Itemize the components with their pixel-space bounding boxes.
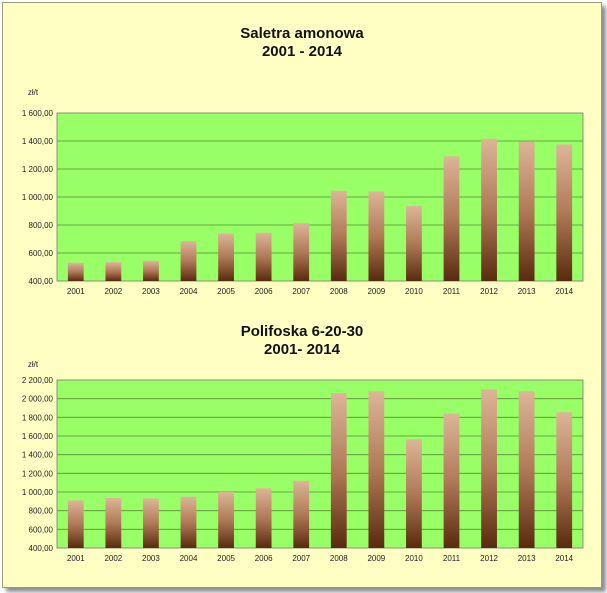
bar-2010 (406, 206, 422, 281)
bar-2013 (518, 141, 535, 281)
bar-2009 (368, 191, 385, 281)
y-tick-label: 1 600,00 (22, 432, 54, 441)
bar-2005 (218, 492, 234, 548)
chart-2-subtitle: 2001- 2014 (264, 341, 340, 358)
bar-2012 (481, 389, 497, 548)
x-tick-label: 2005 (217, 287, 235, 296)
bar-2014 (556, 144, 573, 281)
bar-2005 (218, 233, 234, 281)
bar-2003 (143, 498, 159, 548)
x-tick-label: 2008 (330, 287, 348, 296)
x-tick-label: 2011 (443, 554, 461, 563)
chart-saletra: 400,00 600,00 800,00 1 000,00 1 200,00 1 400,… (22, 88, 584, 296)
bar-2011 (443, 413, 460, 548)
bar-2002 (105, 262, 122, 281)
x-tick-label: 2004 (180, 554, 198, 563)
bar-2004 (180, 496, 197, 548)
chart-polifoska: 400,00 600,00 800,00 1 000,00 1 200,00 1 400,… (22, 360, 584, 563)
x-tick-label: 2002 (104, 287, 122, 296)
chart-panel: Saletra amonowa 2001 - 2014 Polifoska 6-… (2, 2, 602, 588)
bar-2008 (330, 393, 347, 548)
x-tick-label: 2009 (367, 287, 385, 296)
bar-2012 (481, 138, 497, 281)
bar-2002 (105, 498, 122, 548)
chart-2-title: Polifoska 6-20-30 (240, 323, 364, 340)
x-tick-label: 2012 (480, 287, 498, 296)
chart-1-title: Saletra amonowa (240, 25, 364, 42)
y-tick-label: 800,00 (29, 507, 54, 516)
x-tick-label: 2008 (330, 554, 348, 563)
plot-area (56, 379, 584, 549)
bar-2010 (406, 439, 422, 548)
bar-2001 (67, 262, 84, 281)
bar-2006 (255, 232, 272, 281)
x-tick-label: 2013 (518, 287, 536, 296)
charts-svg: 400,00 600,00 800,00 1 000,00 1 200,00 1 400,… (22, 88, 584, 563)
x-tick-label: 2006 (255, 287, 273, 296)
x-tick-label: 2010 (405, 554, 423, 563)
y-tick-label: 600,00 (29, 525, 54, 534)
y-tick-label: 1 200,00 (22, 469, 54, 478)
y-tick-label: 600,00 (29, 249, 54, 258)
x-tick-label: 2011 (443, 287, 461, 296)
y-tick-label: 2 000,00 (22, 395, 54, 404)
bar-2003 (143, 260, 159, 281)
bar-2011 (443, 156, 460, 281)
x-tick-label: 2003 (142, 554, 160, 563)
y-tick-label: 1 000,00 (22, 193, 54, 202)
x-tick-label: 2014 (555, 554, 573, 563)
y-tick-label: 2 200,00 (22, 376, 54, 385)
x-tick-label: 2002 (104, 554, 122, 563)
x-tick-label: 2004 (180, 287, 198, 296)
chart-1-title-block: Saletra amonowa 2001 - 2014 (3, 25, 601, 61)
x-tick-label: 2012 (480, 554, 498, 563)
y-tick-label: 800,00 (29, 221, 54, 230)
bar-2004 (180, 241, 197, 281)
chart-1-subtitle: 2001 - 2014 (261, 43, 343, 60)
y-tick-label: 1 000,00 (22, 488, 54, 497)
bar-2007 (293, 222, 310, 281)
y-tick-label: 1 400,00 (22, 137, 54, 146)
unit-label: zł/t (28, 88, 39, 97)
x-tick-label: 2010 (405, 287, 423, 296)
x-tick-label: 2007 (292, 287, 310, 296)
x-tick-label: 2005 (217, 554, 235, 563)
bar-2007 (293, 480, 310, 548)
x-tick-label: 2001 (67, 554, 85, 563)
x-tick-label: 2014 (555, 287, 573, 296)
x-tick-label: 2013 (518, 554, 536, 563)
bar-2009 (368, 391, 385, 548)
y-tick-label: 400,00 (29, 544, 54, 553)
y-tick-label: 400,00 (29, 277, 54, 286)
y-tick-label: 1 400,00 (22, 451, 54, 460)
bar-2006 (255, 488, 272, 548)
bar-2008 (330, 190, 347, 281)
bar-2014 (556, 412, 573, 548)
bar-2001 (67, 500, 84, 548)
y-tick-label: 1 200,00 (22, 165, 54, 174)
y-tick-label: 1 800,00 (22, 413, 54, 422)
x-tick-label: 2003 (142, 287, 160, 296)
y-tick-label: 1 600,00 (22, 109, 54, 118)
x-tick-label: 2009 (367, 554, 385, 563)
unit-label: zł/t (28, 360, 39, 369)
chart-2-title-block: Polifoska 6-20-30 2001- 2014 (3, 323, 601, 359)
x-tick-label: 2007 (292, 554, 310, 563)
bar-2013 (518, 391, 535, 548)
x-tick-label: 2006 (255, 554, 273, 563)
x-tick-label: 2001 (67, 287, 85, 296)
